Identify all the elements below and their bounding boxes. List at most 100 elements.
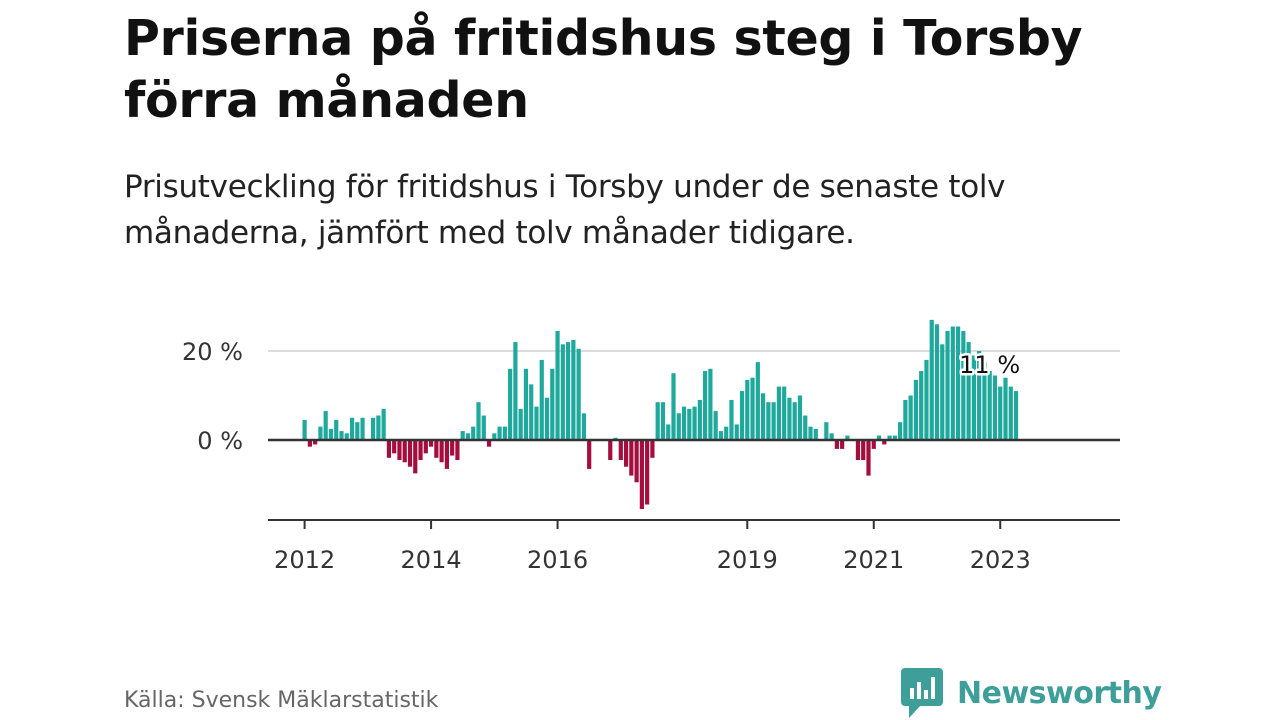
bar	[460, 431, 465, 440]
bar	[739, 391, 745, 440]
bar	[697, 399, 702, 440]
bar	[745, 379, 750, 441]
bar	[444, 440, 449, 469]
bar	[776, 386, 781, 440]
bar	[803, 415, 808, 440]
bar	[344, 433, 349, 440]
bar	[892, 435, 897, 440]
bar	[476, 402, 481, 441]
bar	[313, 440, 318, 445]
bar	[987, 371, 992, 440]
bar	[924, 359, 929, 440]
bar	[355, 422, 360, 440]
bar	[513, 342, 518, 440]
bar	[998, 386, 1003, 440]
bar	[639, 440, 644, 509]
bar	[481, 415, 486, 440]
y-tick-label: 20 %	[182, 338, 243, 366]
bar	[392, 440, 397, 454]
bar	[829, 433, 834, 440]
bar	[882, 440, 887, 445]
bar	[560, 344, 565, 440]
bar	[492, 433, 497, 440]
bar	[608, 440, 613, 461]
bar	[376, 415, 381, 440]
bar	[587, 440, 592, 469]
bar	[655, 402, 660, 441]
bar	[908, 395, 913, 440]
bar	[718, 431, 724, 440]
bar	[919, 371, 924, 440]
bar	[455, 440, 460, 461]
bar	[681, 406, 687, 441]
bar	[397, 440, 402, 461]
bar	[977, 351, 982, 440]
bar	[708, 368, 713, 440]
bar	[623, 440, 629, 467]
bar	[840, 440, 845, 449]
bar	[334, 419, 339, 441]
bar	[571, 339, 576, 441]
bar	[550, 368, 555, 440]
bar	[866, 440, 871, 476]
bar	[676, 413, 681, 440]
annotation-label-halo: 11 %	[959, 351, 1020, 379]
bar	[581, 413, 587, 440]
chart-title: Priserna på fritidshus steg i Torsby för…	[124, 10, 1083, 129]
bar	[755, 362, 760, 441]
x-tick-label: 2016	[527, 546, 588, 574]
bar	[307, 440, 312, 447]
bar	[1013, 391, 1019, 440]
bar	[413, 440, 418, 474]
bar	[666, 424, 671, 441]
bar	[544, 397, 550, 440]
bar	[792, 402, 797, 441]
chart-subtitle: Prisutveckling för fritidshus i Torsby u…	[124, 169, 1006, 251]
bar	[497, 426, 502, 440]
x-tick-label: 2014	[401, 546, 462, 574]
bar	[913, 379, 919, 441]
bar	[729, 399, 734, 440]
bar	[824, 422, 829, 440]
bar	[450, 440, 455, 456]
bar	[750, 377, 755, 440]
bar	[660, 402, 666, 441]
bar	[523, 368, 529, 440]
bar	[955, 326, 961, 440]
axes	[268, 438, 1120, 529]
x-tick-label: 2021	[843, 546, 904, 574]
source-note: Källa: Svensk Mäklarstatistik	[124, 688, 439, 713]
bar	[402, 440, 407, 463]
brand[interactable]: Newsworthy	[901, 668, 1162, 718]
bar	[961, 330, 966, 441]
bar	[360, 417, 365, 440]
bar	[634, 440, 639, 483]
bar	[645, 440, 650, 505]
bar	[502, 426, 507, 440]
bar	[945, 330, 950, 441]
bar	[834, 440, 839, 449]
bar	[782, 386, 787, 440]
bar	[871, 440, 876, 449]
bar	[713, 411, 718, 440]
bar	[950, 326, 955, 440]
bar	[760, 393, 766, 440]
bar	[328, 428, 334, 441]
x-tick-label: 2023	[970, 546, 1031, 574]
bar	[428, 440, 434, 447]
brand-name: Newsworthy	[957, 675, 1162, 711]
bar	[555, 330, 560, 441]
bar	[787, 397, 792, 440]
bar	[797, 395, 803, 440]
bar	[539, 359, 544, 440]
bar	[576, 348, 581, 440]
bar	[771, 402, 776, 441]
bar	[629, 440, 634, 476]
bar	[407, 440, 413, 467]
bar	[813, 428, 818, 441]
bar	[339, 431, 344, 440]
bar	[566, 342, 571, 440]
bar	[386, 440, 392, 458]
bars	[302, 319, 1019, 509]
